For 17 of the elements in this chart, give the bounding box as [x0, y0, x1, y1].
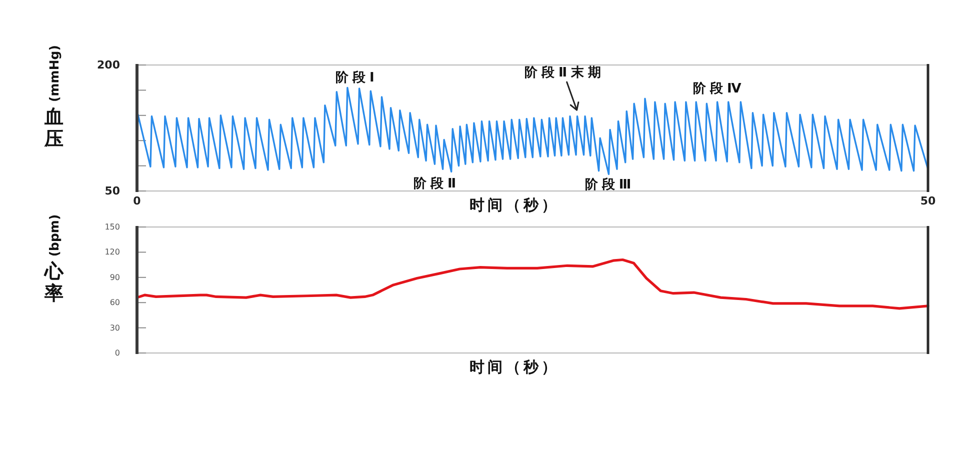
y-tick-label: 200 [97, 58, 120, 72]
y-tick-label: 30 [110, 323, 120, 332]
ylabel: (mmHg)血压 [44, 45, 64, 150]
ylabel: (bpm)心率 [44, 214, 64, 305]
annotation: 阶段Ⅱ末期 [524, 66, 606, 81]
annotation: 阶段Ⅱ [414, 176, 460, 192]
x-axis-title: 时间（秒） [470, 358, 560, 376]
y-tick-label: 90 [110, 272, 120, 282]
y-tick-label: 60 [110, 298, 120, 308]
y-tick-label: 150 [104, 222, 120, 232]
annotation: 阶段Ⅲ [584, 177, 636, 192]
annotation: 阶段Ⅳ [693, 81, 746, 96]
annotation: 阶段Ⅰ [335, 70, 378, 86]
y-tick-label: 120 [104, 248, 120, 257]
y-tick-label: 0 [114, 348, 120, 358]
y-tick-label: 50 [104, 184, 120, 198]
x-axis-title: 时间（秒） [470, 196, 560, 214]
